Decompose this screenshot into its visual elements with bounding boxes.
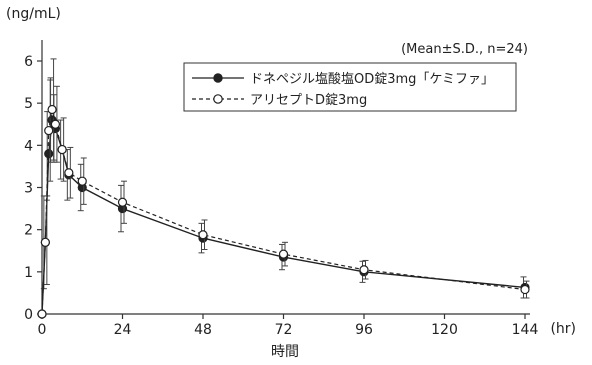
x-tick-label: 72 [275, 322, 293, 338]
y-ticks: 0 1 2 3 4 5 6 [24, 54, 42, 323]
data-point [44, 125, 54, 136]
x-tick-label: 144 [512, 322, 539, 338]
data-point [57, 144, 67, 155]
data-point [278, 249, 289, 259]
y-tick-label: 5 [24, 96, 33, 112]
y-tick-label: 3 [24, 181, 33, 197]
y-tick-label: 0 [24, 307, 33, 323]
x-tick-label: 24 [114, 322, 132, 338]
y-tick-label: 2 [24, 223, 33, 239]
chart-annotation: (Mean±S.D., n=24) [401, 42, 528, 57]
x-tick-label: 0 [38, 322, 47, 338]
data-point [44, 149, 54, 159]
series-layer [37, 58, 530, 319]
x-tick-label: 96 [355, 322, 373, 338]
series-1 [37, 77, 530, 319]
data-point [64, 168, 74, 178]
x-axis-unit: (hr) [550, 321, 576, 337]
legend-box [183, 62, 517, 112]
data-point [117, 197, 128, 207]
legend-marker-series-2 [213, 94, 223, 104]
y-tick-label: 1 [24, 265, 33, 281]
legend-marker-series-1 [213, 73, 223, 83]
legend: ドネペジル塩酸塩OD錠3mg「ケミファ」 アリセプトD錠3mg [183, 62, 517, 112]
data-point [37, 309, 47, 319]
x-ticks: 0 24 48 72 96 120 144 [38, 314, 539, 338]
series-line [41, 119, 526, 315]
data-point [47, 104, 57, 115]
x-tick-label: 48 [194, 322, 212, 338]
axes [41, 40, 530, 315]
data-point [77, 176, 87, 186]
y-axis-label: (ng/mL) [6, 6, 61, 22]
x-tick-label: 120 [431, 322, 458, 338]
legend-label-series-2: アリセプトD錠3mg [250, 93, 367, 108]
data-point [520, 284, 530, 295]
series-2 [37, 58, 530, 319]
x-axis-label: 時間 [271, 344, 299, 360]
data-point [359, 265, 369, 275]
series-line [41, 109, 526, 315]
legend-label-series-1: ドネペジル塩酸塩OD錠3mg「ケミファ」 [250, 72, 494, 87]
data-point [198, 230, 208, 240]
data-point [40, 237, 50, 247]
data-point [50, 119, 61, 129]
y-tick-label: 4 [24, 138, 33, 154]
y-tick-label: 6 [24, 54, 33, 70]
